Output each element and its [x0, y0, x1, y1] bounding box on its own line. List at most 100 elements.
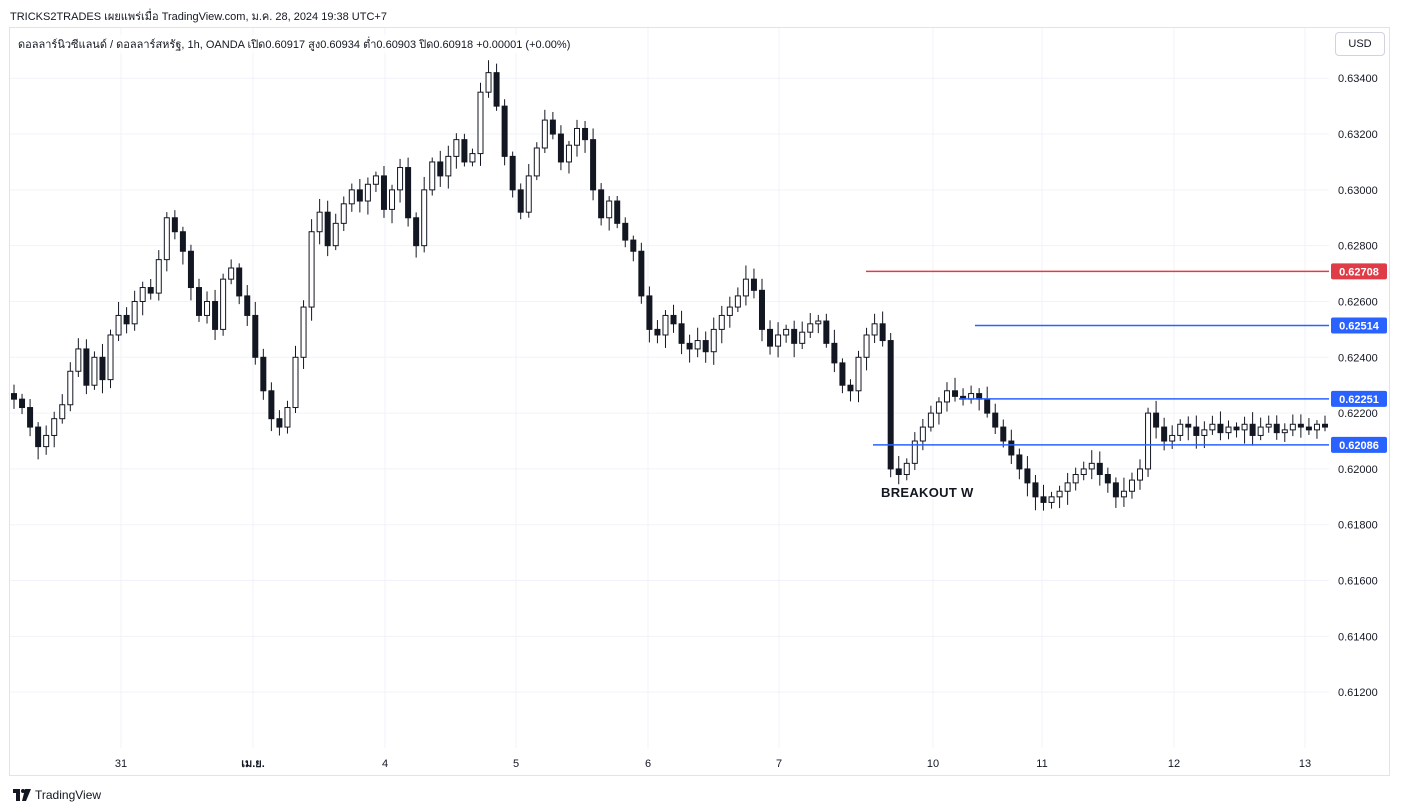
candle-body: [413, 217, 420, 247]
candle-body: [155, 259, 162, 294]
candle-body: [992, 412, 999, 428]
candle-body: [823, 320, 830, 344]
candle-body: [1217, 423, 1224, 434]
candle-body: [678, 323, 685, 344]
candle-body: [590, 139, 597, 191]
candle-body: [791, 328, 798, 344]
candle-body: [91, 356, 98, 386]
candle-body: [292, 356, 299, 409]
x-tick-label: 7: [776, 758, 782, 770]
candle-body: [27, 407, 34, 428]
y-tick-label: 0.61800: [1338, 520, 1378, 532]
legend-symbol: ดอลลาร์นิวซีแลนด์ / ดอลลาร์สหรัฐ, 1h, OA…: [18, 39, 245, 51]
candle-body: [1088, 462, 1095, 470]
y-tick-label: 0.62800: [1338, 241, 1378, 253]
candle-body: [51, 418, 58, 436]
x-tick-label: 13: [1299, 758, 1311, 770]
legend-change: +0.00001 (+0.00%): [476, 39, 571, 51]
chart-frame[interactable]: [9, 27, 1390, 776]
candle-body: [1169, 434, 1176, 442]
candle-body: [1008, 440, 1015, 456]
legend-low: ต่ำ0.60903: [363, 39, 417, 51]
candle-body: [750, 278, 757, 291]
candle-body: [67, 370, 74, 406]
candle-body: [734, 295, 741, 308]
y-tick-label: 0.63200: [1338, 129, 1378, 141]
candle-body: [1056, 490, 1063, 498]
publish-line: TRICKS2TRADES เผยแพร่เมื่อ TradingView.c…: [10, 11, 387, 23]
candle-body: [1064, 482, 1071, 492]
candle-body: [19, 398, 26, 409]
candle-body: [477, 91, 484, 155]
candle-body: [421, 189, 428, 247]
candle-body: [179, 231, 186, 252]
candle-body: [437, 161, 444, 177]
candle-body: [1209, 423, 1216, 431]
candle-body: [429, 161, 436, 191]
candle-body: [557, 133, 564, 163]
candle-body: [123, 314, 130, 325]
x-tick-label: 10: [927, 758, 939, 770]
candle-body: [1161, 426, 1168, 442]
candle-body: [1177, 423, 1184, 436]
candle-body: [517, 189, 524, 213]
candle-body: [389, 189, 396, 210]
candle-body: [919, 426, 926, 442]
candle-body: [895, 468, 902, 476]
candle-body: [501, 105, 508, 157]
candle-body: [147, 287, 154, 294]
candle-body: [1273, 423, 1280, 434]
y-tick-label: 0.62600: [1338, 296, 1378, 308]
candle-body: [212, 300, 219, 330]
candle-body: [75, 348, 82, 372]
candle-body: [614, 200, 621, 224]
candle-body: [654, 328, 661, 336]
y-tick-label: 0.62200: [1338, 408, 1378, 420]
candle-body: [598, 189, 605, 219]
candle-body: [694, 340, 701, 350]
price-level-tag: [1331, 436, 1387, 453]
candle-body: [638, 250, 645, 297]
y-tick-label: 0.61400: [1338, 631, 1378, 643]
x-tick-label: เม.ย.: [241, 758, 265, 770]
candle-body: [630, 239, 637, 252]
candle-body: [43, 434, 50, 448]
candle-body: [260, 356, 267, 392]
candle-body: [702, 340, 709, 353]
candle-body: [1185, 423, 1192, 428]
candle-body: [927, 412, 934, 428]
candle-body: [911, 440, 918, 464]
y-tick-label: 0.63000: [1338, 185, 1378, 197]
candle-body: [839, 362, 846, 386]
x-tick-label: 31: [115, 758, 127, 770]
currency-button[interactable]: USD: [1335, 32, 1385, 56]
candle-body: [364, 183, 371, 202]
y-tick-label: 0.62000: [1338, 464, 1378, 476]
price-level-tag: [1331, 390, 1387, 407]
candle-body: [1072, 474, 1079, 484]
candle-body: [461, 139, 468, 163]
footer[interactable]: TradingView: [13, 786, 101, 804]
candle-body: [397, 167, 404, 191]
candle-body: [1322, 423, 1328, 428]
candle-body: [622, 222, 629, 241]
candle-body: [405, 167, 412, 219]
candle-body: [1016, 454, 1023, 470]
candle-body: [332, 222, 339, 247]
candle-body: [1305, 426, 1312, 431]
candle-body: [943, 390, 950, 403]
candle-body: [99, 356, 106, 381]
candle-body: [565, 144, 572, 163]
legend-close: ปิด0.60918: [419, 39, 474, 51]
candle-body: [139, 287, 146, 302]
candle-body: [131, 300, 138, 325]
candle-body: [1048, 496, 1055, 503]
price-level-tag: [1331, 317, 1387, 334]
candle-body: [1040, 496, 1047, 503]
candle-body: [107, 334, 114, 381]
x-tick-label: 4: [382, 758, 388, 770]
x-tick-label: 11: [1036, 758, 1047, 770]
candle-body: [372, 175, 379, 185]
candle-body: [316, 211, 323, 233]
